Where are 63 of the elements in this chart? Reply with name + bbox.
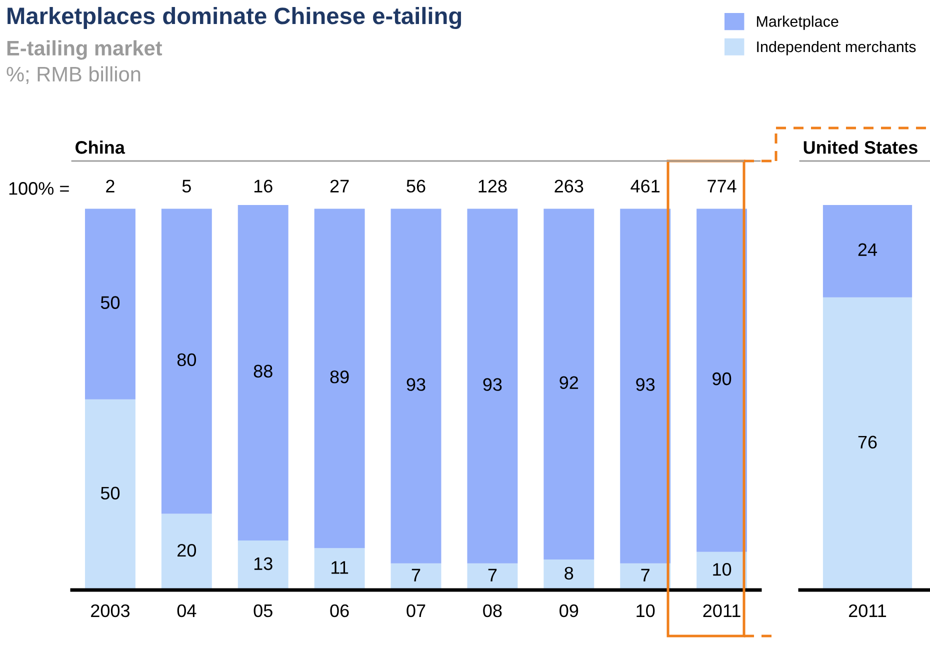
- bar: [161, 514, 212, 590]
- data-label: 50: [100, 486, 120, 500]
- text: 27: [330, 180, 349, 192]
- data-label: 11: [332, 561, 348, 574]
- text: 128: [478, 180, 507, 193]
- text: 2: [106, 180, 114, 192]
- text: E-tailing market: [7, 40, 162, 60]
- data-label: 50: [100, 296, 120, 309]
- data-label: 88: [254, 364, 272, 378]
- data-label: 7: [641, 568, 650, 582]
- bar: [238, 205, 288, 540]
- bar: [84, 399, 136, 590]
- text: Marketplaces dominate Chinese e-tailing: [8, 6, 462, 30]
- x-tick-label: 07: [406, 604, 426, 618]
- bar: [696, 208, 748, 552]
- text: 263: [554, 180, 584, 193]
- x-tick-label: 08: [483, 604, 502, 618]
- data-label: 13: [254, 557, 272, 570]
- x-tick-label: 2011: [703, 604, 740, 618]
- data-label: 7: [412, 568, 420, 582]
- data-label: 76: [858, 436, 877, 449]
- text: %; RMB billion: [6, 66, 140, 84]
- bar: [544, 208, 594, 560]
- bar: [161, 208, 212, 514]
- data-label: 7: [488, 568, 497, 582]
- text: 16: [254, 180, 272, 193]
- legend-label: Independent merchants: [757, 40, 916, 56]
- chart-title: United States: [804, 140, 918, 154]
- bar: [620, 208, 671, 564]
- data-label: 10: [713, 563, 732, 576]
- bar: [238, 540, 288, 590]
- x-tick-label: 09: [560, 604, 578, 618]
- bar: [467, 563, 518, 590]
- data-label: 8: [564, 566, 574, 580]
- bar: [390, 208, 442, 564]
- data-label: 24: [858, 243, 878, 256]
- data-label: 80: [177, 353, 196, 366]
- bar: [467, 208, 518, 564]
- x-tick-label: 05: [254, 604, 272, 618]
- x-tick-label: 2003: [91, 604, 130, 618]
- bar: [84, 208, 136, 400]
- data-label: 89: [330, 370, 349, 384]
- bar: [314, 548, 365, 590]
- x-tick-label: 2011: [848, 604, 886, 618]
- chart-title: China: [76, 140, 126, 154]
- text: 461: [630, 180, 660, 193]
- data-label: 93: [406, 378, 426, 391]
- bar: [390, 563, 442, 590]
- data-label: 20: [178, 544, 196, 557]
- legend-label: Marketplace: [756, 16, 838, 30]
- data-label: 92: [560, 376, 578, 390]
- x-tick-label: 04: [177, 604, 196, 618]
- data-label: 93: [636, 378, 655, 391]
- data-label: 90: [712, 372, 732, 386]
- text: 56: [406, 180, 426, 193]
- text: 774: [708, 180, 736, 192]
- x-tick-label: 06: [330, 604, 349, 618]
- text: 100% =: [9, 182, 69, 195]
- data-label: 93: [483, 378, 502, 391]
- x-tick-label: 10: [636, 604, 655, 618]
- bar: [544, 560, 594, 590]
- bar: [314, 208, 365, 548]
- text: 5: [182, 180, 191, 193]
